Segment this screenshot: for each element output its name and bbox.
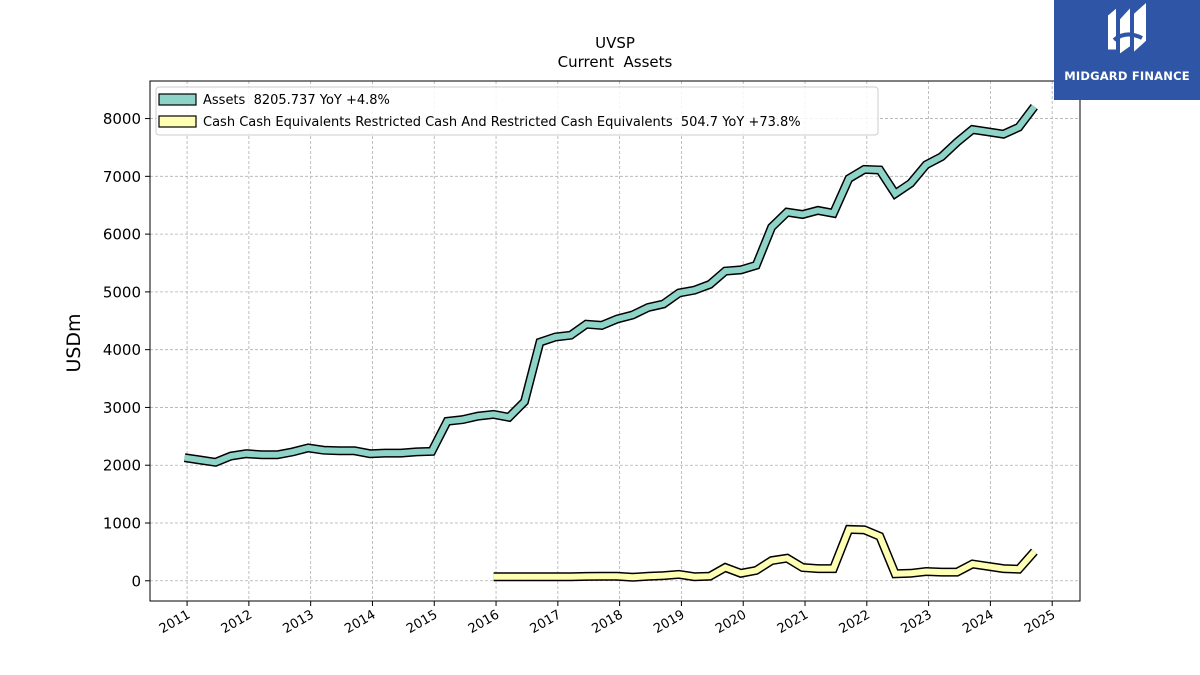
midgard-finance-logo: MIDGARD FINANCE (1054, 0, 1200, 100)
legend-swatch-assets (158, 93, 197, 106)
series-line-outline-assets (183, 103, 1038, 467)
x-tick-label: 2020 (713, 607, 749, 637)
x-tick-label: 2013 (281, 607, 317, 637)
legend-swatch-cash (158, 115, 197, 128)
legend-label-assets: Assets 8205.737 YoY +4.8% (203, 93, 390, 108)
y-tick-label: 6000 (103, 226, 141, 244)
series-line-assets (184, 104, 1037, 466)
x-tick-label: 2023 (898, 607, 934, 637)
y-tick-label: 8000 (103, 110, 141, 128)
series-line-cash (493, 526, 1037, 581)
x-tick-label: 2025 (1022, 607, 1058, 637)
chart-title: UVSP (595, 34, 635, 52)
x-tick-label: 2021 (775, 607, 811, 637)
x-tick-label: 2017 (528, 607, 564, 637)
y-tick-label: 4000 (103, 341, 141, 359)
x-tick-label: 2015 (404, 607, 440, 637)
chart-subtitle: Current Assets (558, 53, 673, 71)
y-axis-label: USDm (63, 313, 85, 372)
y-tick-label: 5000 (103, 283, 141, 301)
logo-text: MIDGARD FINANCE (1064, 69, 1190, 83)
x-axis: 2011 2012 2013 2014 2015 2016 2017 2018 2019 2020… (157, 601, 1058, 637)
x-tick-label: 2018 (589, 607, 625, 637)
y-axis: 0 1000 2000 3000 4000 5000 6000 7000 8000 (103, 110, 150, 590)
x-tick-label: 2019 (651, 607, 687, 637)
x-tick-label: 2016 (466, 607, 502, 637)
y-tick-label: 1000 (103, 515, 141, 533)
y-tick-label: 7000 (103, 168, 141, 186)
y-tick-label: 3000 (103, 399, 141, 417)
x-tick-label: 2012 (219, 607, 255, 637)
legend: Assets 8205.737 YoY +4.8% Cash Cash Equi… (155, 86, 879, 136)
x-tick-label: 2014 (342, 607, 378, 637)
y-tick-label: 2000 (103, 457, 141, 475)
plot-frame (149, 80, 1081, 602)
legend-label-cash: Cash Cash Equivalents Restricted Cash An… (203, 115, 801, 130)
x-tick-label: 2024 (960, 607, 996, 637)
y-tick-label: 0 (131, 572, 141, 590)
series-lines (183, 103, 1038, 582)
x-tick-label: 2022 (837, 607, 873, 637)
logo-mark-icon (1108, 3, 1146, 54)
x-tick-label: 2011 (157, 607, 193, 637)
legend-box (155, 86, 879, 136)
